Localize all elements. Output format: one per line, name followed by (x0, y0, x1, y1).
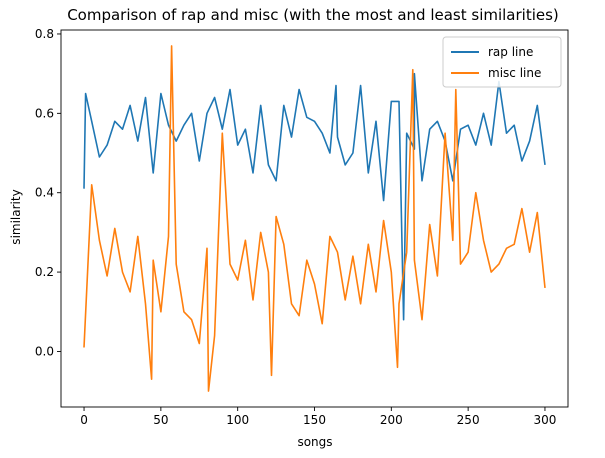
series-line-misc-line (83, 45, 546, 392)
y-axis-label: similarity (9, 189, 23, 244)
x-tick-label: 150 (303, 413, 326, 427)
y-tick-label: 0.6 (35, 106, 54, 120)
y-tick-label: 0.4 (35, 186, 54, 200)
x-axis-label: songs (297, 435, 332, 449)
chart-title: Comparison of rap and misc (with the mos… (67, 6, 559, 24)
legend-label-rap-line: rap line (488, 45, 533, 59)
y-tick-label: 0.2 (35, 265, 54, 279)
plot-area: 0 50 100 150 200 250 300 0.0 0.2 0.4 0.6 0.8 (35, 27, 569, 427)
y-tick-label: 0.8 (35, 27, 54, 41)
series-line-rap-line (83, 72, 546, 321)
x-tick-label: 0 (80, 413, 88, 427)
x-tick-label: 300 (534, 413, 557, 427)
x-tick-label: 100 (226, 413, 249, 427)
x-tick-label: 200 (380, 413, 403, 427)
legend: rap line misc line (442, 36, 562, 88)
x-tick-label: 50 (153, 413, 168, 427)
y-tick-label: 0.0 (35, 344, 54, 358)
legend-box (442, 36, 562, 88)
x-tick-label: 250 (457, 413, 480, 427)
legend-label-misc-line: misc line (488, 66, 541, 80)
